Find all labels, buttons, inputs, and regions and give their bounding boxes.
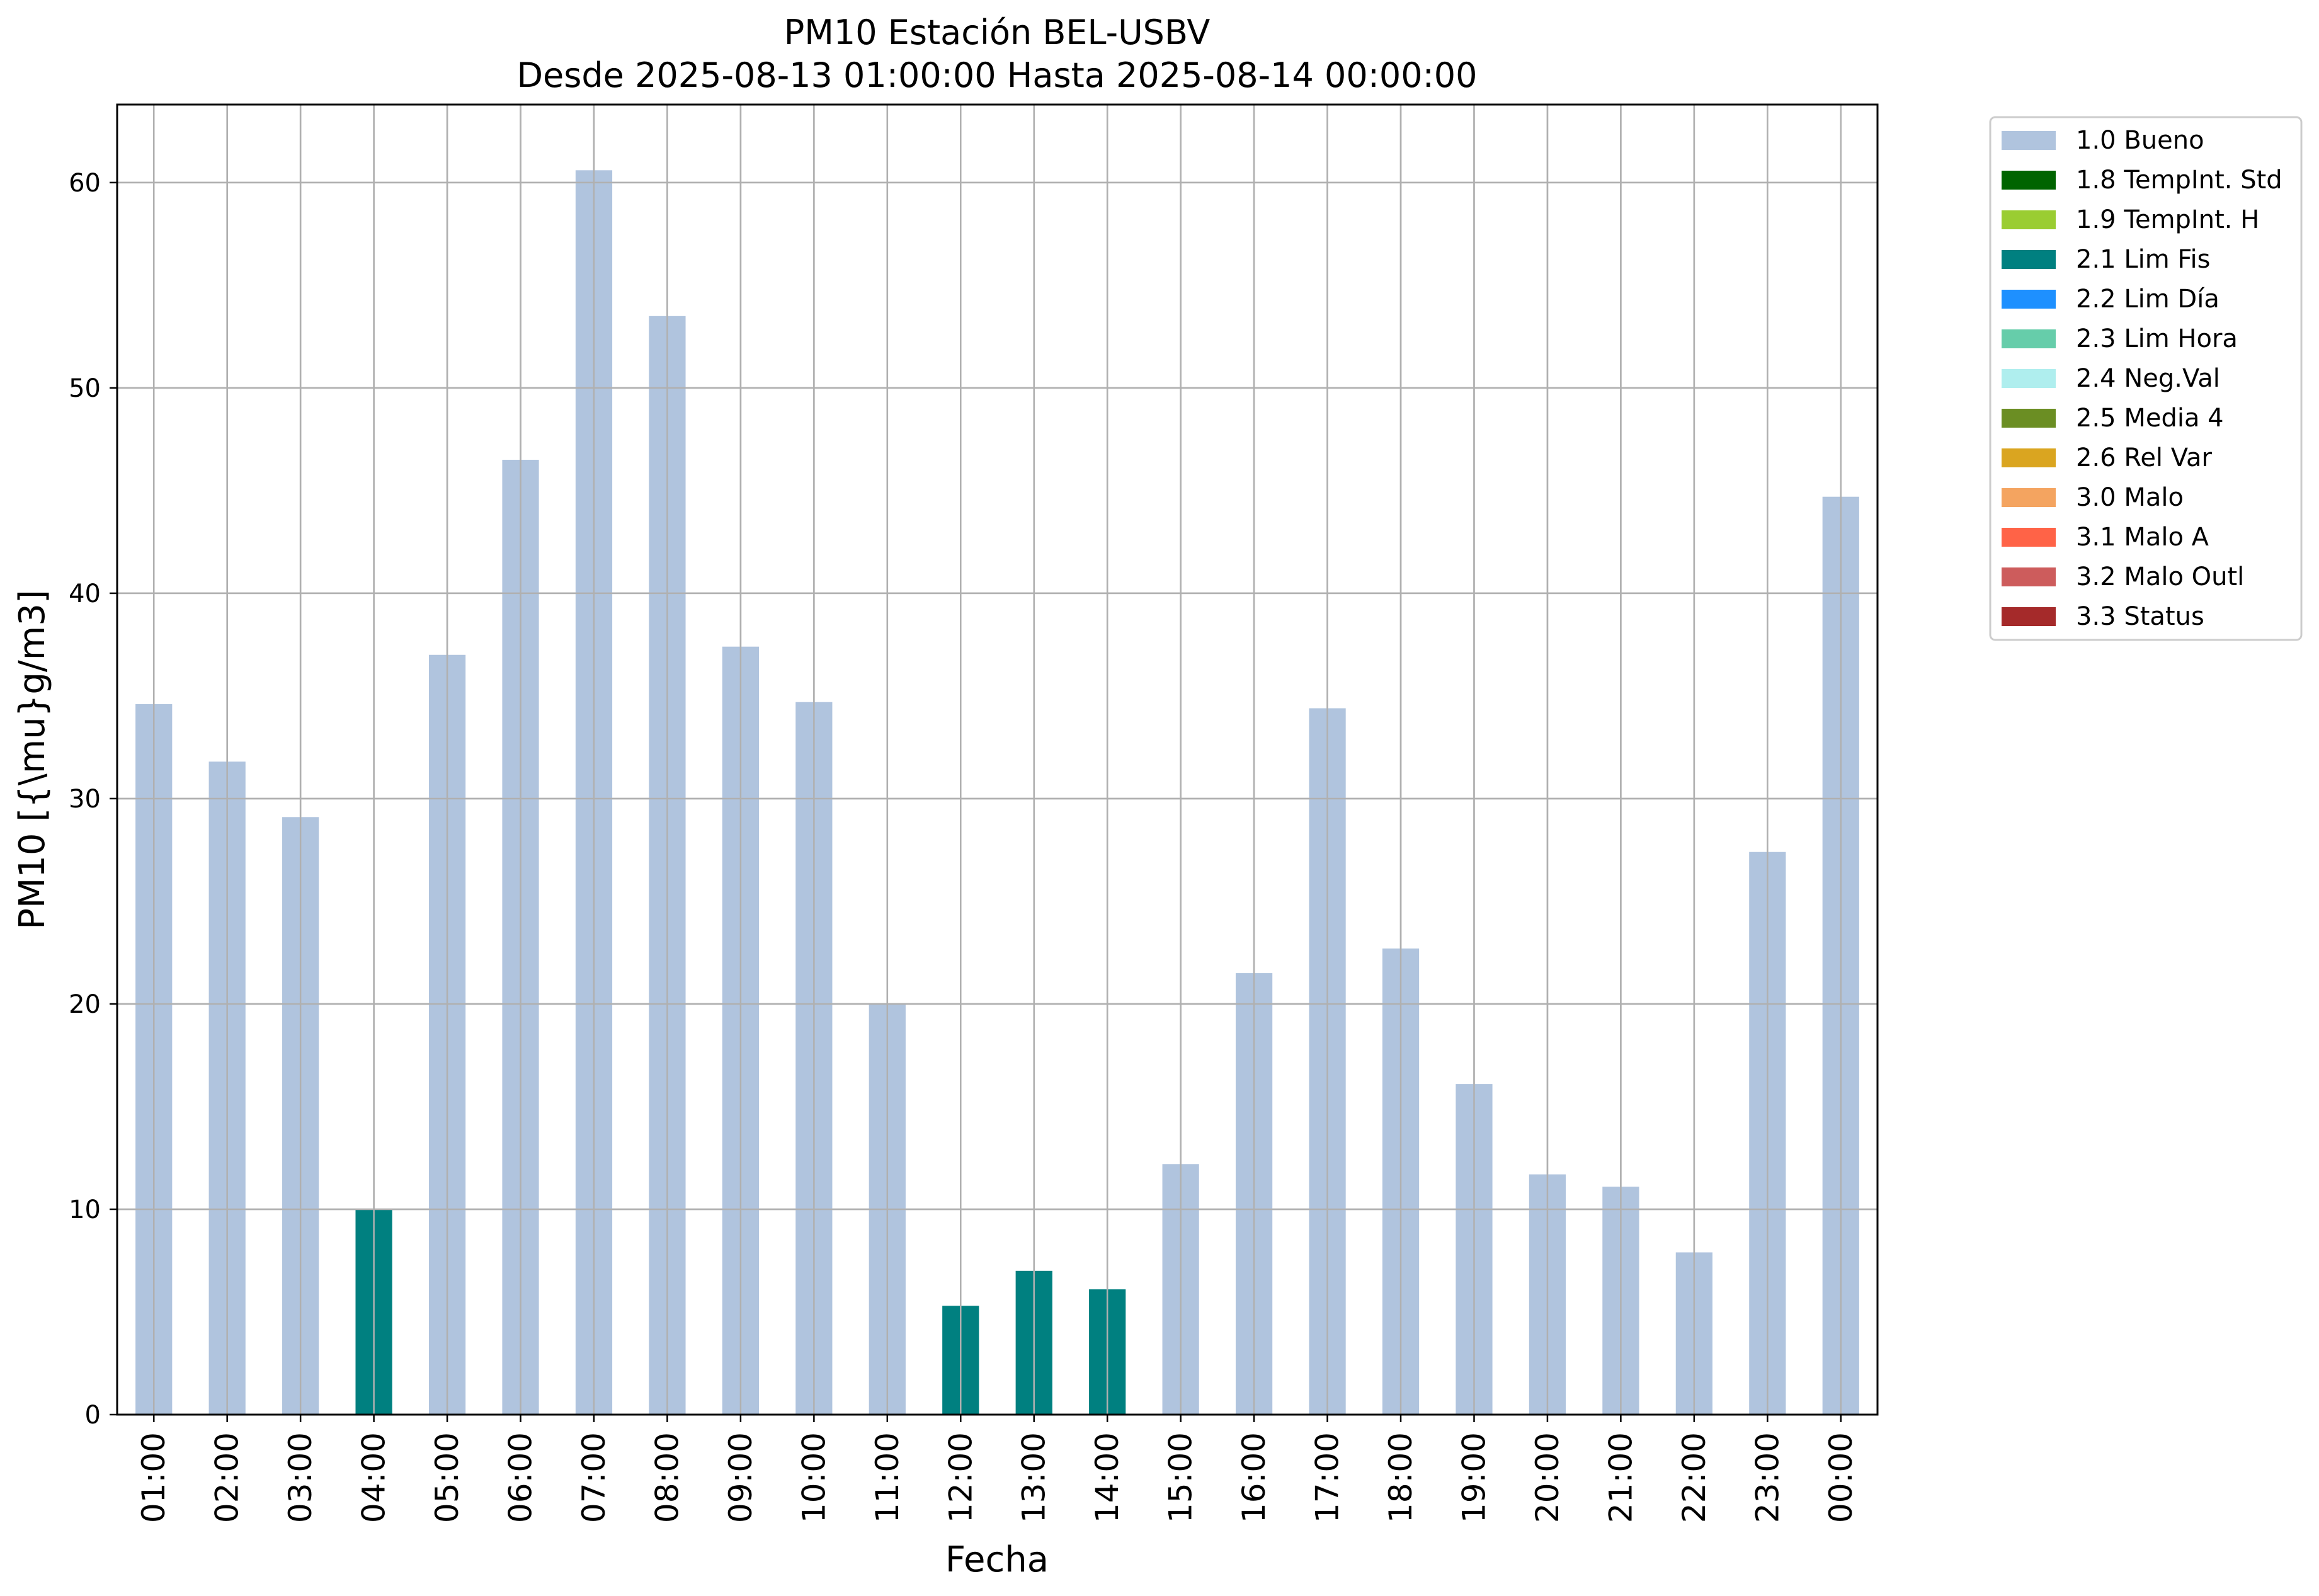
x-tick-label: 09:00 [722,1432,759,1523]
chart-subtitle: Desde 2025-08-13 01:00:00 Hasta 2025-08-… [516,55,1477,95]
legend-swatch [2002,369,2056,388]
legend-label: 2.3 Lim Hora [2076,324,2238,353]
x-tick-label: 06:00 [503,1432,539,1523]
x-tick-label: 04:00 [356,1432,392,1523]
x-tick-label: 22:00 [1676,1432,1712,1523]
x-tick-label: 07:00 [576,1432,612,1523]
x-tick-label: 12:00 [942,1432,979,1523]
y-tick-label: 50 [69,374,101,403]
legend-swatch [2002,607,2056,626]
legend-label: 1.0 Bueno [2076,126,2204,155]
y-tick-label: 20 [69,990,101,1019]
y-axis-ticks: 0 10 20 30 40 50 60 [69,169,117,1430]
x-tick-label: 08:00 [649,1432,685,1523]
legend-label: 3.0 Malo [2076,483,2184,512]
y-tick-label: 40 [69,579,101,608]
x-tick-label: 10:00 [795,1432,832,1523]
legend-swatch [2002,329,2056,348]
y-axis-label: PM10 [{\mu}g/m3] [12,590,53,930]
legend-swatch [2002,171,2056,190]
legend-label: 1.8 TempInt. Std [2076,166,2282,195]
x-tick-label: 21:00 [1602,1432,1639,1523]
y-tick-label: 60 [69,169,101,198]
legend-swatch [2002,528,2056,547]
legend-swatch [2002,448,2056,467]
legend-items: 1.0 Bueno 1.8 TempInt. Std 1.9 TempInt. H 2… [2002,126,2282,631]
legend-label: 1.9 TempInt. H [2076,205,2259,234]
y-tick-label: 0 [85,1401,101,1430]
x-tick-label: 00:00 [1823,1432,1859,1523]
legend-swatch [2002,488,2056,507]
x-tick-label: 03:00 [282,1432,319,1523]
x-tick-label: 17:00 [1309,1432,1346,1523]
legend-label: 3.1 Malo A [2076,523,2209,552]
legend: 1.0 Bueno 1.8 TempInt. Std 1.9 TempInt. H 2… [1989,116,2303,641]
legend-label: 2.1 Lim Fis [2076,245,2210,274]
x-tick-label: 05:00 [429,1432,465,1523]
x-tick-label: 19:00 [1456,1432,1492,1523]
x-axis-ticks: 01:00 02:00 03:00 04:00 05:00 06:00 07:00 08:00… [135,1415,1859,1523]
legend-swatch [2002,567,2056,586]
plot-frame [116,103,1879,1416]
legend-label: 2.2 Lim Día [2076,285,2219,314]
x-tick-label: 15:00 [1163,1432,1199,1523]
x-tick-label: 18:00 [1382,1432,1419,1523]
legend-label: 3.2 Malo Outl [2076,562,2244,591]
x-axis-label: Fecha [945,1539,1049,1580]
bars [117,105,1877,1416]
legend-swatch [2002,131,2056,150]
legend-swatch [2002,409,2056,428]
legend-label: 2.6 Rel Var [2076,443,2213,472]
x-tick-label: 01:00 [135,1432,172,1523]
legend-box [1989,116,2303,641]
x-tick-label: 13:00 [1016,1432,1052,1523]
legend-label: 3.3 Status [2076,602,2204,631]
x-tick-label: 20:00 [1529,1432,1566,1523]
legend-label: 2.5 Media 4 [2076,404,2224,433]
x-tick-label: 14:00 [1089,1432,1125,1523]
x-tick-label: 16:00 [1236,1432,1272,1523]
chart-title: PM10 Estación BEL-USBV [784,13,1211,52]
x-tick-label: 23:00 [1749,1432,1786,1523]
x-tick-label: 02:00 [209,1432,246,1523]
legend-swatch [2002,290,2056,309]
legend-swatch [2002,250,2056,269]
y-tick-label: 30 [69,785,101,814]
legend-swatch [2002,210,2056,229]
legend-label: 2.4 Neg.Val [2076,364,2220,393]
x-tick-label: 11:00 [869,1432,906,1523]
y-tick-label: 10 [69,1195,101,1224]
